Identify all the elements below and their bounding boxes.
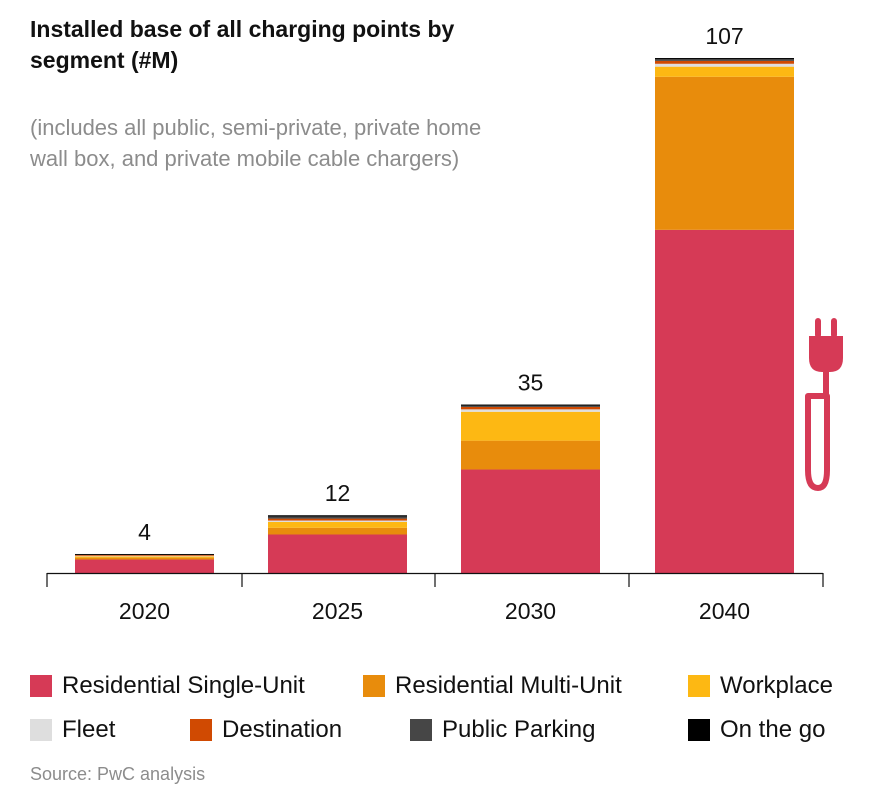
bar-segment-2020-3: [75, 555, 214, 557]
bars-layer: [75, 58, 794, 573]
bar-segment-2040-2: [655, 66, 794, 77]
legend-label: Residential Single-Unit: [62, 672, 305, 699]
legend-swatch: [688, 719, 710, 741]
bar-segment-2040-1: [655, 76, 794, 230]
bar-segment-2025-4: [268, 518, 407, 521]
legend-swatch: [410, 719, 432, 741]
legend-label: Public Parking: [442, 716, 596, 743]
legend-item: Residential Multi-Unit: [363, 672, 622, 700]
legend-item: Workplace: [688, 672, 833, 700]
total-label-2030: 35: [518, 370, 544, 396]
x-tick-label-2040: 2040: [699, 598, 750, 624]
chart-subtitle: (includes all public, semi-private, priv…: [30, 115, 482, 171]
bar-segment-2030-1: [461, 440, 600, 470]
bar-segment-2030-0: [461, 469, 600, 573]
bar-segment-2040-5: [655, 58, 794, 61]
bar-segment-2025-1: [268, 527, 407, 535]
bar-segment-2020-4: [75, 554, 214, 556]
bar-segment-2020-6: [75, 553, 214, 555]
bar-segment-2025-2: [268, 521, 407, 528]
bar-segment-2040-4: [655, 60, 794, 64]
x-axis: 2020 2025 2030 2040: [46, 572, 824, 624]
legend-item: On the go: [688, 716, 825, 744]
legend-label: On the go: [720, 716, 826, 743]
bar-segment-2025-0: [268, 534, 407, 573]
stacked-bar-chart: 4 12 35 107 2020 2025 2030 2040: [46, 23, 843, 624]
x-tick-label-2025: 2025: [312, 598, 363, 624]
total-label-2025: 12: [325, 480, 351, 506]
chart-title: Installed base of all charging points by…: [30, 16, 455, 73]
bar-segment-2030-3: [461, 409, 600, 412]
legend-label: Fleet: [62, 716, 116, 743]
x-tick-label-2030: 2030: [505, 598, 556, 624]
legend-swatch: [190, 719, 212, 741]
total-label-2020: 4: [138, 519, 151, 545]
bar-segment-2030-4: [461, 406, 600, 410]
legend-item: Destination: [190, 716, 342, 744]
bar-segment-2030-6: [461, 404, 600, 406]
bar-segment-2040-3: [655, 63, 794, 67]
legend-swatch: [30, 719, 52, 741]
bar-segment-2020-1: [75, 557, 214, 560]
bar-segment-2030-2: [461, 411, 600, 441]
bar-segment-2040-6: [655, 58, 794, 59]
total-labels-layer: 4 12 35 107: [138, 23, 744, 545]
plug-icon: [805, 318, 843, 491]
bar-segment-2025-3: [268, 520, 407, 522]
legend-swatch: [688, 675, 710, 697]
legend-swatch: [30, 675, 52, 697]
x-tick-label-2020: 2020: [119, 598, 170, 624]
legend-swatch: [363, 675, 385, 697]
legend-item: Residential Single-Unit: [30, 672, 305, 700]
legend-item: Public Parking: [410, 716, 595, 744]
bar-segment-2020-0: [75, 559, 214, 573]
bar-segment-2020-2: [75, 556, 214, 558]
bar-segment-2025-5: [268, 516, 407, 519]
legend-item: Fleet: [30, 716, 115, 744]
bar-segment-2030-5: [461, 405, 600, 407]
legend-label: Destination: [222, 716, 343, 743]
bar-segment-2040-0: [655, 229, 794, 573]
legend: Residential Single-Unit Residential Multi…: [30, 672, 870, 762]
legend-label: Workplace: [720, 672, 833, 699]
total-label-2040: 107: [705, 23, 743, 49]
source-note: Source: PwC analysis: [30, 764, 206, 784]
legend-label: Residential Multi-Unit: [395, 672, 622, 699]
bar-segment-2025-6: [268, 515, 407, 517]
